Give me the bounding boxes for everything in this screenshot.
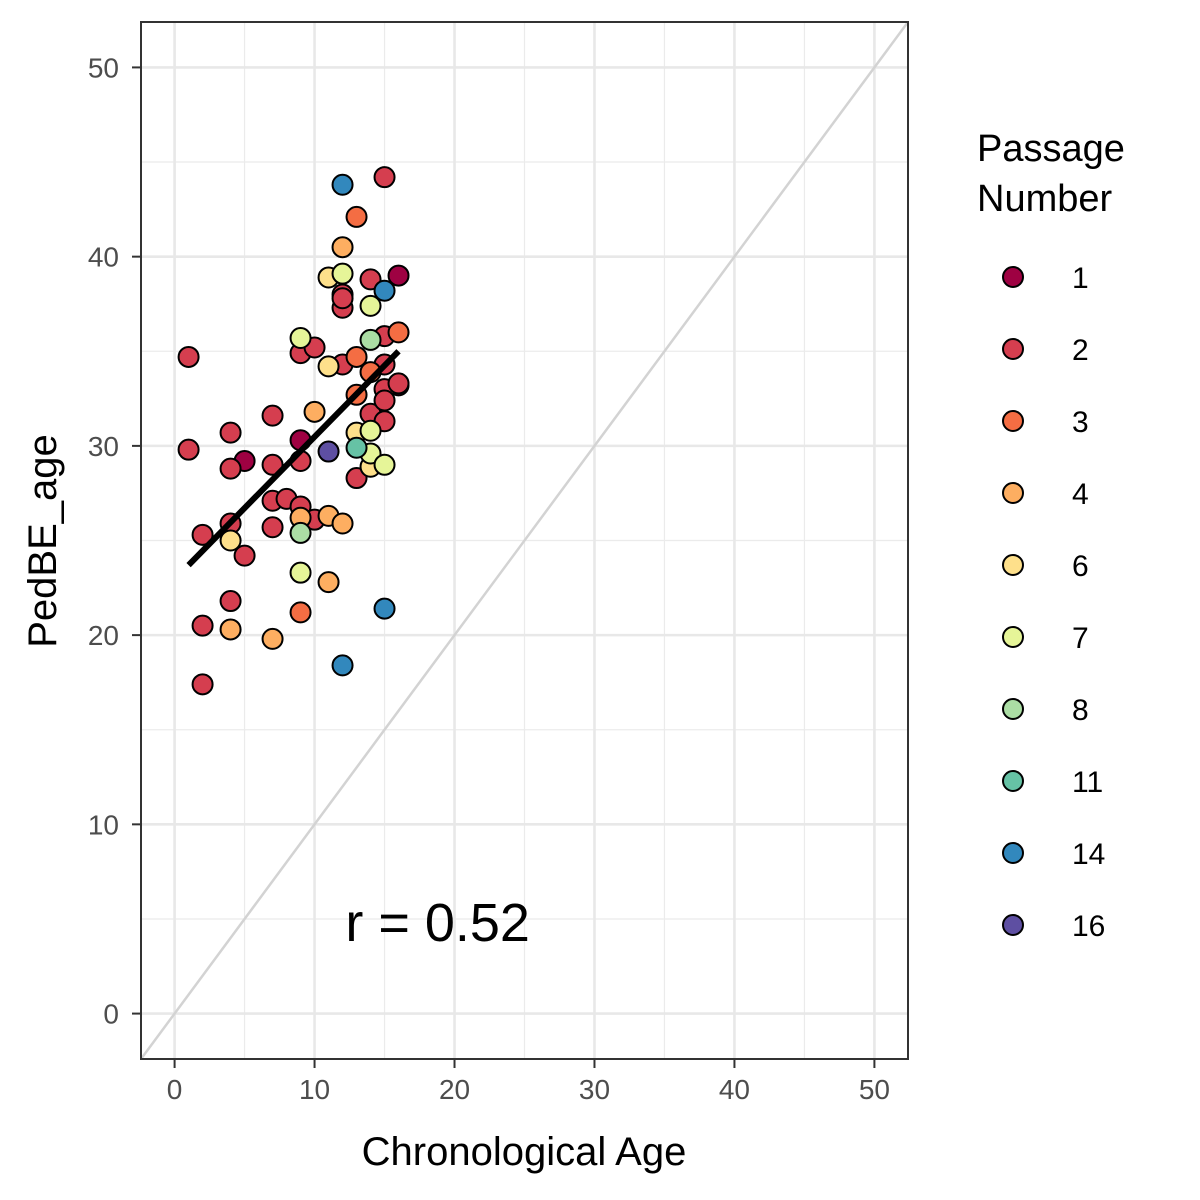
y-tick-label: 20 — [88, 620, 119, 651]
legend-swatch-1 — [1002, 266, 1024, 288]
legend-title-line-1: Passage — [977, 128, 1125, 170]
data-points — [177, 166, 410, 696]
legend-swatch-11 — [1002, 770, 1024, 792]
y-tick-label: 10 — [88, 809, 119, 840]
data-point-passage-4 — [331, 512, 354, 535]
data-point-passage-7 — [331, 262, 354, 285]
legend-label-4: 4 — [1072, 478, 1089, 511]
data-point-passage-2 — [191, 673, 214, 696]
data-point-passage-7 — [289, 561, 312, 584]
legend-title-line-2: Number — [977, 178, 1112, 220]
y-axis: 0 10 20 30 40 50 — [88, 52, 141, 1030]
correlation-annotation: r = 0.52 — [345, 893, 530, 953]
legend-swatch-8 — [1002, 698, 1024, 720]
legend-entries: 1 2 3 4 6 7 8 11 14 16 — [1002, 262, 1105, 943]
data-point-passage-3 — [345, 345, 368, 368]
data-point-passage-8 — [289, 521, 312, 544]
y-tick-label: 50 — [88, 52, 119, 83]
fit-line — [186, 349, 401, 568]
data-point-passage-2 — [191, 523, 214, 546]
identity-line — [139, 21, 910, 1060]
data-point-passage-3 — [289, 601, 312, 624]
x-tick-label: 50 — [859, 1074, 890, 1105]
reference-lines — [139, 21, 910, 1060]
data-point-passage-6 — [317, 355, 340, 378]
x-tick-label: 10 — [299, 1074, 330, 1105]
y-tick-label: 0 — [103, 999, 119, 1030]
x-tick-label: 30 — [579, 1074, 610, 1105]
x-axis: 0 10 20 30 40 50 — [167, 1059, 890, 1105]
legend-label-11: 11 — [1072, 766, 1103, 799]
data-point-passage-3 — [387, 321, 410, 344]
legend-swatch-3 — [1002, 410, 1024, 432]
data-point-passage-1 — [387, 264, 410, 287]
x-tick-label: 20 — [439, 1074, 470, 1105]
plot-panel-border — [140, 21, 909, 1060]
data-point-passage-14 — [373, 279, 396, 302]
data-point-passage-2 — [345, 467, 368, 490]
legend-label-1: 1 — [1072, 262, 1089, 295]
data-point-passage-16 — [317, 440, 340, 463]
data-point-passage-7 — [373, 453, 396, 476]
legend-label-6: 6 — [1072, 550, 1089, 583]
data-point-passage-4 — [317, 571, 340, 594]
data-point-passage-4 — [303, 400, 326, 423]
data-point-passage-7 — [289, 327, 312, 350]
data-point-passage-14 — [373, 597, 396, 620]
data-point-passage-2 — [373, 166, 396, 189]
legend-label-14: 14 — [1072, 838, 1105, 871]
legend-swatch-6 — [1002, 554, 1024, 576]
data-point-passage-2 — [219, 457, 242, 480]
data-point-passage-2 — [219, 421, 242, 444]
data-point-passage-8 — [359, 328, 382, 351]
data-point-passage-2 — [233, 544, 256, 567]
fit-line-group — [186, 349, 401, 568]
legend-swatch-7 — [1002, 626, 1024, 648]
data-point-passage-2 — [373, 389, 396, 412]
data-point-passage-14 — [331, 654, 354, 677]
data-point-passage-2 — [219, 590, 242, 613]
legend-label-7: 7 — [1072, 622, 1089, 655]
data-point-passage-2 — [177, 438, 200, 461]
data-point-passage-7 — [359, 419, 382, 442]
y-tick-label: 40 — [88, 242, 119, 273]
legend-label-2: 2 — [1072, 334, 1089, 367]
data-point-passage-2 — [261, 404, 284, 427]
data-point-passage-4 — [261, 627, 284, 650]
legend: Passage Number 1 2 3 4 6 7 8 11 14 16 — [977, 128, 1125, 943]
legend-label-16: 16 — [1072, 910, 1105, 943]
data-point-passage-2 — [359, 268, 382, 291]
legend-label-8: 8 — [1072, 694, 1089, 727]
data-point-passage-11 — [345, 436, 368, 459]
y-tick-label: 30 — [88, 431, 119, 462]
legend-swatch-4 — [1002, 482, 1024, 504]
data-point-passage-4 — [331, 236, 354, 259]
x-tick-label: 40 — [719, 1074, 750, 1105]
y-axis-title: PedBE_age — [21, 434, 65, 648]
data-point-passage-2 — [261, 453, 284, 476]
x-axis-title: Chronological Age — [362, 1130, 687, 1174]
legend-label-3: 3 — [1072, 406, 1089, 439]
data-point-passage-2 — [331, 287, 354, 310]
data-point-passage-2 — [191, 614, 214, 637]
data-point-passage-4 — [219, 618, 242, 641]
x-tick-label: 0 — [167, 1074, 183, 1105]
legend-swatch-16 — [1002, 914, 1024, 936]
grid-major — [141, 22, 908, 1059]
data-point-passage-2 — [387, 372, 410, 395]
data-point-passage-2 — [177, 345, 200, 368]
data-point-passage-6 — [219, 529, 242, 552]
data-point-passage-7 — [359, 294, 382, 317]
data-point-passage-2 — [261, 516, 284, 539]
legend-swatch-14 — [1002, 842, 1024, 864]
data-point-passage-3 — [345, 205, 368, 228]
data-point-passage-14 — [331, 173, 354, 196]
legend-swatch-2 — [1002, 338, 1024, 360]
